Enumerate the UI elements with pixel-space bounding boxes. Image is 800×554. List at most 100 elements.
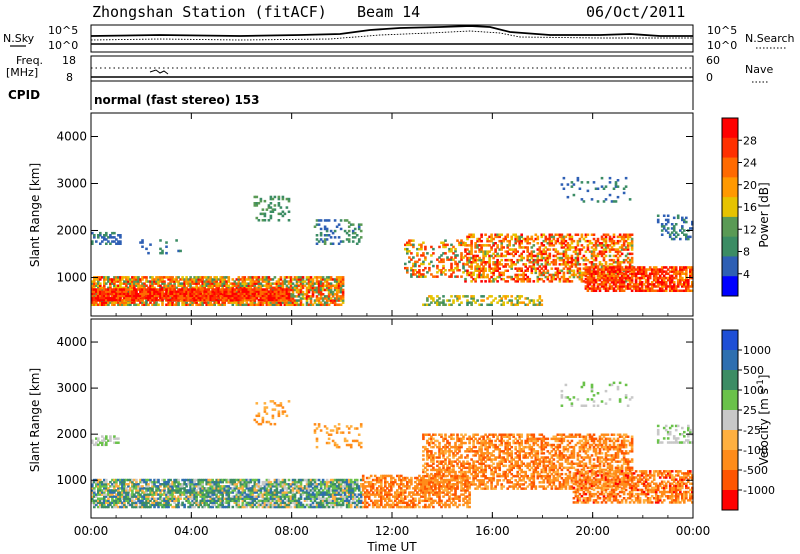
heatmap-cell	[590, 233, 594, 237]
heatmap-cell	[474, 246, 477, 249]
heatmap-cell	[656, 281, 660, 284]
heatmap-cell	[359, 236, 363, 239]
heatmap-cell	[674, 270, 678, 273]
heatmap-cell	[681, 225, 684, 228]
colorbar-swatch	[722, 236, 738, 257]
heatmap-cell	[289, 282, 293, 285]
heatmap-cell	[592, 272, 596, 276]
heatmap-cell	[121, 282, 124, 285]
heatmap-cell	[313, 299, 317, 302]
heatmap-cell	[101, 276, 104, 279]
heatmap-cell	[534, 303, 538, 307]
heatmap-cell	[265, 303, 269, 307]
heatmap-cell	[315, 219, 319, 222]
heatmap-cell	[454, 260, 457, 264]
heatmap-cell	[103, 284, 106, 288]
heatmap-cell	[117, 296, 120, 300]
heatmap-cell	[608, 283, 612, 286]
heatmap-cell	[658, 289, 662, 293]
heatmap-cell	[596, 287, 600, 290]
heatmap-cell	[193, 278, 196, 281]
heatmap-cell	[488, 256, 491, 260]
heatmap-cell	[606, 276, 610, 280]
heatmap-cell	[119, 286, 122, 290]
heatmap-cell	[167, 480, 170, 484]
heatmap-cell	[416, 275, 419, 278]
heatmap-cell	[109, 236, 112, 239]
heatmap-cell	[554, 258, 558, 262]
heatmap-cell	[628, 276, 632, 280]
heatmap-cell	[151, 286, 154, 290]
heatmap-cell	[213, 487, 217, 490]
heatmap-cell	[536, 248, 540, 251]
heatmap-cell	[101, 292, 104, 296]
heatmap-cell	[193, 290, 196, 293]
heatmap-cell	[179, 282, 182, 285]
heatmap-cell	[592, 233, 596, 237]
heatmap-cell	[145, 483, 148, 486]
heatmap-cell	[618, 276, 622, 280]
heatmap-cell	[566, 233, 570, 237]
heatmap-cell	[143, 288, 146, 291]
heatmap-cell	[508, 299, 512, 302]
heatmap-cell	[564, 280, 568, 283]
heatmap-cell	[127, 495, 130, 498]
heatmap-cell	[674, 289, 678, 293]
heatmap-cell	[472, 254, 475, 258]
heatmap-cell	[674, 231, 678, 234]
heatmap-cell	[255, 204, 259, 207]
heatmap-cell	[331, 290, 335, 294]
heatmap-cell	[213, 501, 217, 505]
heatmap-cell	[624, 239, 628, 243]
heatmap-cell	[614, 276, 618, 280]
heatmap-cell	[319, 234, 323, 237]
heatmap-cell	[235, 284, 239, 288]
heatmap-cell	[333, 278, 337, 281]
heatmap-cell	[245, 286, 249, 290]
heatmap-cell	[243, 278, 247, 281]
heatmap-cell	[257, 303, 261, 307]
heatmap-cell	[163, 485, 166, 488]
heatmap-cell	[319, 295, 323, 298]
heatmap-cell	[526, 267, 530, 270]
heatmap-cell	[331, 284, 335, 288]
heatmap-cell	[247, 292, 251, 296]
heatmap-cell	[157, 276, 160, 279]
heatmap-cell	[145, 487, 148, 490]
heatmap-cell	[618, 289, 622, 293]
heatmap-cell	[279, 276, 283, 279]
heatmap-cell	[486, 273, 489, 277]
heatmap-cell	[331, 301, 335, 304]
heatmap-cell	[139, 480, 142, 484]
heatmap-cell	[622, 283, 626, 286]
heatmap-cell	[327, 290, 331, 294]
heatmap-cell	[319, 231, 323, 235]
heatmap-cell	[121, 294, 124, 298]
heatmap-cell	[181, 298, 184, 302]
heatmap-cell	[602, 266, 606, 269]
heatmap-cell	[540, 273, 544, 277]
heatmap-cell	[610, 242, 614, 245]
nsky-label: N.Sky	[3, 32, 35, 45]
heatmap-cell	[337, 282, 341, 285]
heatmap-cell	[253, 290, 257, 293]
heatmap-cell	[626, 248, 630, 251]
heatmap-cell	[259, 286, 263, 290]
heatmap-cell	[582, 246, 586, 249]
heatmap-cell	[189, 485, 192, 488]
heatmap-cell	[616, 235, 620, 239]
colorbar-swatch	[722, 137, 738, 159]
heatmap-cell	[596, 283, 600, 286]
heatmap-cell	[211, 296, 215, 300]
heatmap-cell	[448, 258, 451, 261]
heatmap-cell	[666, 276, 670, 280]
heatmap-cell	[450, 273, 453, 276]
heatmap-cell	[199, 495, 203, 498]
heatmap-cell	[676, 270, 680, 273]
heatmap-cell	[177, 282, 180, 285]
heatmap-cell	[175, 296, 178, 300]
heatmap-cell	[257, 294, 261, 298]
heatmap-cell	[157, 278, 160, 281]
colorbar-swatch	[722, 177, 738, 198]
heatmap-cell	[506, 295, 510, 298]
